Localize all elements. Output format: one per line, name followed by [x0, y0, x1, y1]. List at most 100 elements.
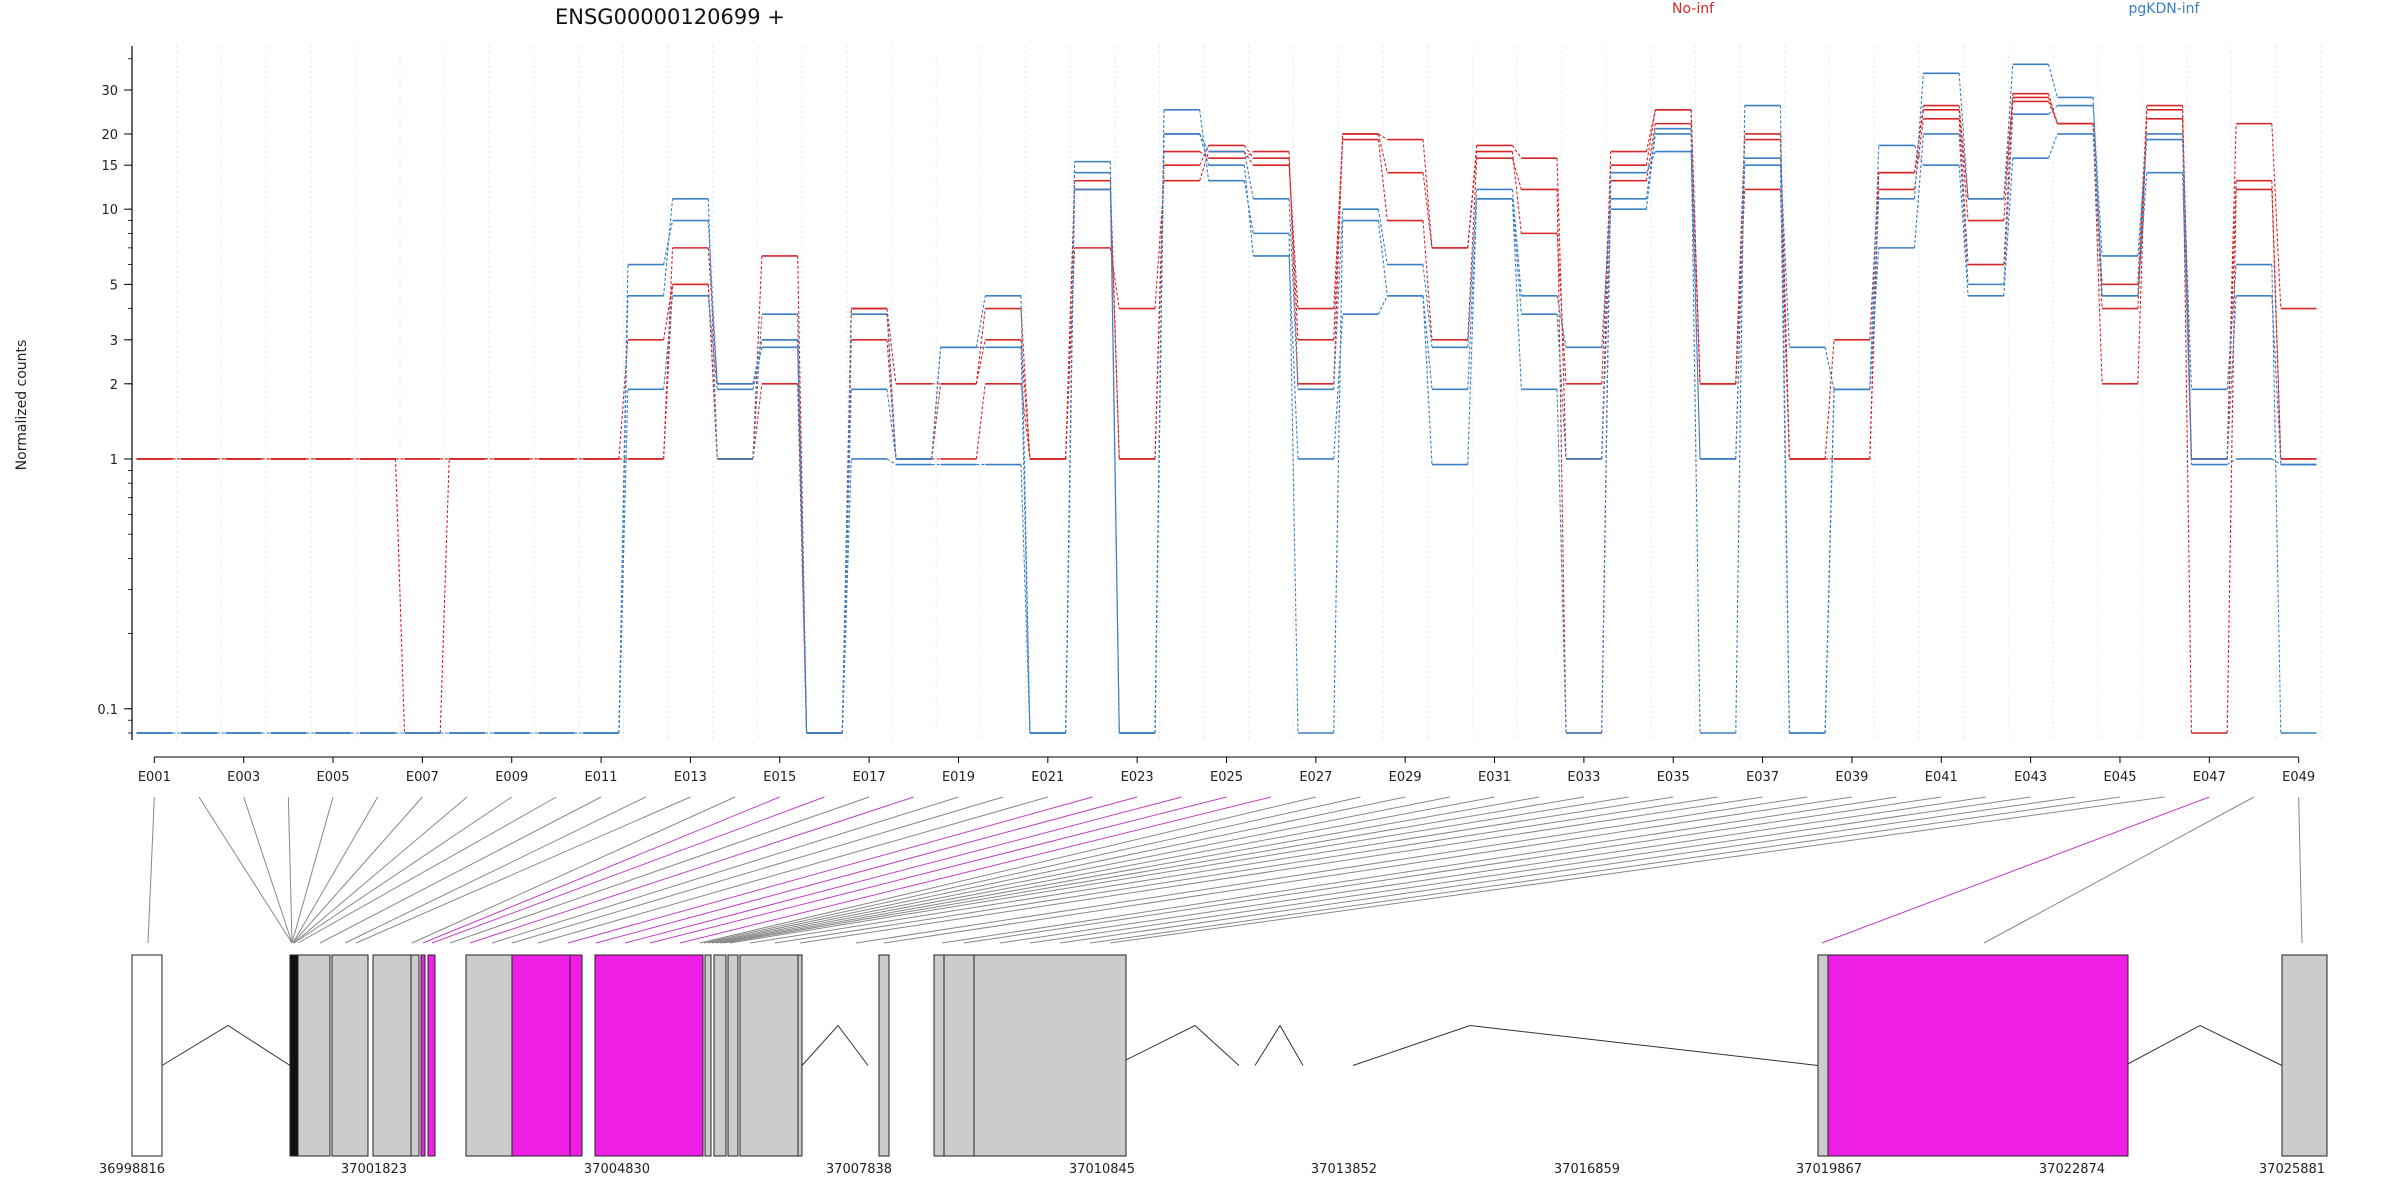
series-transition [1645, 133, 1656, 210]
x-tick-label: E049 [2282, 770, 2315, 785]
exon-block [878, 954, 890, 1157]
series-transition [2181, 109, 2192, 734]
series-transition [2271, 180, 2282, 460]
plot-area: 0.1 1 2 3 5 10 15 20 30 E001 E003 E005 E007 E009 E011 E… [97, 46, 2322, 785]
exon-connector [1109, 796, 2165, 944]
y-tick-label: 20 [101, 128, 118, 143]
x-tick-label: E015 [763, 770, 796, 785]
series-transition [975, 308, 986, 384]
x-tick-label: E035 [1657, 770, 1690, 785]
series-transition [1958, 165, 1969, 296]
series-transition [2003, 114, 2014, 285]
x-tick-label: E001 [138, 770, 171, 785]
series-transition [2271, 458, 2282, 466]
series-transition [1467, 189, 1478, 348]
series-transition [1333, 314, 1344, 460]
exon-connector [963, 796, 1942, 944]
series-transition [1958, 105, 1969, 199]
series-transition [1199, 133, 1210, 166]
series-transition [752, 383, 763, 460]
exon-block [727, 954, 739, 1157]
series-transition [1556, 314, 1567, 460]
series-transition [2048, 105, 2058, 115]
series-transition [1109, 189, 1120, 734]
series-transition [1958, 73, 1969, 199]
x-tick-label: E021 [1031, 770, 1064, 785]
x-tick-label: E039 [1835, 770, 1868, 785]
intron-line [161, 1024, 291, 1066]
series-transition [2181, 172, 2192, 465]
series-transition [1467, 145, 1478, 248]
chart-title: ENSG00000120699 + [555, 5, 785, 29]
x-tick-label: E019 [942, 770, 975, 785]
series-transition [1556, 295, 1567, 348]
series-5 [136, 63, 2317, 734]
exon-connector [749, 796, 1674, 944]
exon-connector [941, 796, 1897, 944]
x-tick-label: E047 [2193, 770, 2226, 785]
series-transition [2003, 101, 2014, 265]
exon-connector [319, 796, 602, 944]
series-transition [2047, 101, 2058, 124]
series-transition [1511, 198, 1522, 315]
series-transition [2271, 264, 2282, 734]
series-transition [1065, 189, 1076, 460]
series-transition [1333, 209, 1344, 390]
series-transition [1377, 133, 1388, 173]
series-transition [886, 308, 897, 384]
exon-connector [679, 796, 1272, 944]
exon-connector [707, 796, 1406, 944]
series-transition [1735, 133, 1746, 384]
exon-connector [293, 796, 468, 944]
exon-connector [287, 796, 293, 944]
intron-line [801, 1024, 869, 1066]
x-tick-label: E033 [1567, 770, 1600, 785]
series-transition [2226, 264, 2237, 390]
series-transition [975, 295, 986, 348]
series-transition [2137, 118, 2148, 309]
series-transition [2137, 105, 2148, 384]
exon-connector [411, 796, 736, 944]
series-3 [136, 96, 2317, 734]
y-axis-label: Normalized counts [14, 340, 30, 471]
y-tick-label: 10 [101, 203, 118, 218]
series-transition [1288, 151, 1299, 384]
series-transition [1556, 158, 1567, 459]
series-transition [1065, 189, 1076, 734]
exon-connector [567, 796, 1093, 944]
intron-line [1114, 1024, 1240, 1066]
series-transition [1377, 209, 1388, 265]
series-transition [1288, 255, 1299, 460]
exon-connector [431, 796, 825, 944]
series-transition [439, 458, 450, 734]
series-transition [886, 308, 897, 460]
exon-connector [422, 796, 780, 944]
exon-block [594, 954, 704, 1157]
exon-block [511, 954, 571, 1157]
exon-connector [511, 796, 1004, 944]
exon-connector [1821, 796, 2210, 944]
series-transition [1958, 118, 1969, 265]
series-transition [1288, 233, 1299, 734]
exon-connector [469, 796, 914, 944]
y-tick-label: 30 [101, 84, 118, 99]
genomic-coordinate-label: 37004830 [584, 1162, 650, 1177]
series-transition [1869, 172, 1880, 340]
exon-connector [449, 796, 870, 944]
exon-connector [1029, 796, 2031, 944]
exon-connector [537, 796, 1048, 944]
series-transition [2047, 64, 2058, 98]
exon-connector [297, 796, 557, 944]
series-transition [2271, 295, 2282, 465]
series-transition [1467, 198, 1478, 465]
series-transition [618, 389, 629, 734]
series-transition [1645, 109, 1656, 152]
series-transition [1377, 295, 1388, 315]
series-transition [975, 383, 986, 460]
series-transition [1601, 172, 1612, 734]
exon-block [2281, 954, 2328, 1157]
series-transition [886, 389, 897, 460]
series-transition [841, 458, 852, 734]
series-transition [707, 220, 718, 384]
